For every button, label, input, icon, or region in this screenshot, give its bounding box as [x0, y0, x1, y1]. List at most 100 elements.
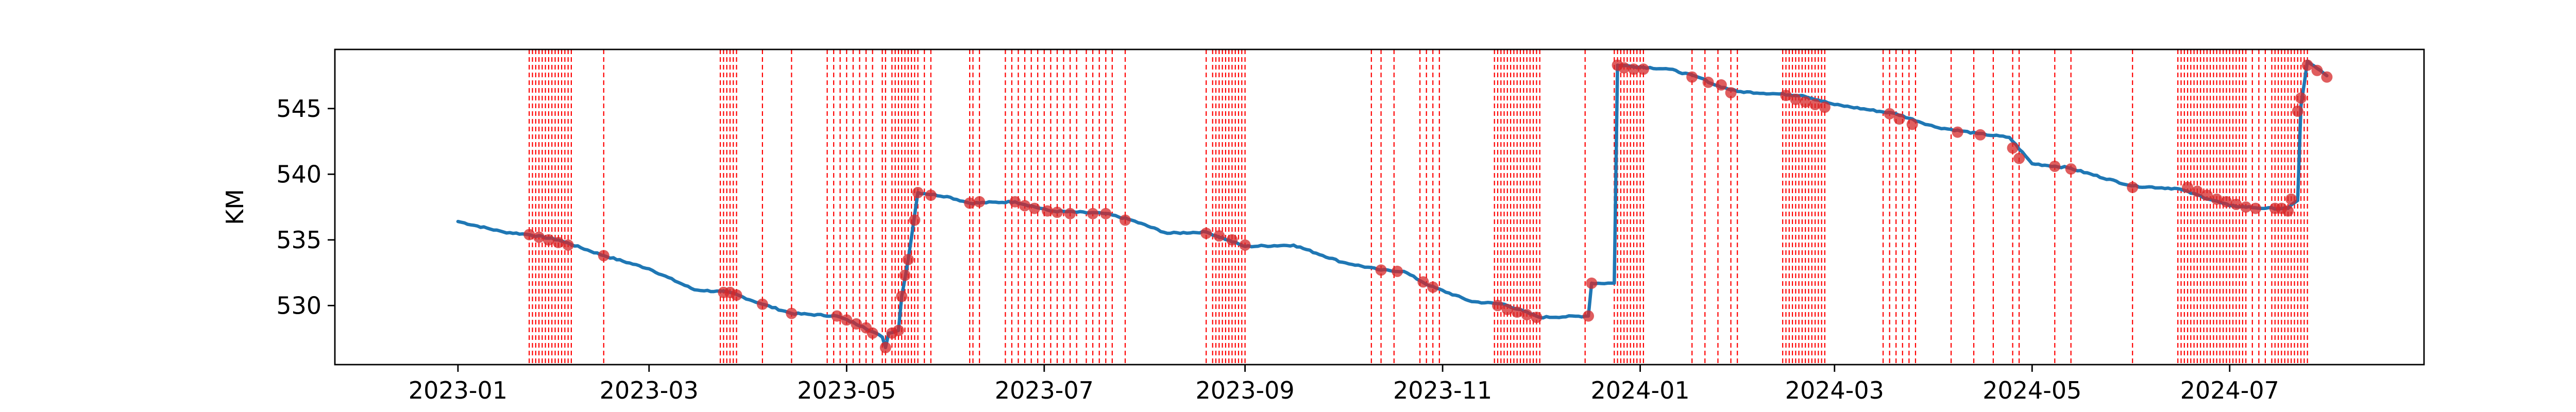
- x-tick-label: 2024-07: [2180, 376, 2279, 404]
- series-line-layer: [456, 59, 2329, 350]
- data-point-marker: [831, 310, 843, 322]
- data-point-marker: [2221, 196, 2232, 208]
- data-point-marker: [1702, 76, 1714, 88]
- data-point-marker: [562, 239, 574, 251]
- data-point-marker: [909, 214, 921, 226]
- data-point-marker: [1492, 300, 1503, 312]
- data-point-marker: [1952, 126, 1963, 138]
- y-tick-label: 535: [276, 226, 321, 254]
- data-point-marker: [523, 229, 535, 241]
- data-point-marker: [1029, 202, 1040, 214]
- x-tick-label: 2023-05: [797, 376, 896, 404]
- data-point-marker: [2292, 105, 2303, 117]
- data-point-marker: [731, 289, 742, 301]
- data-point-marker: [2191, 185, 2203, 197]
- data-point-marker: [2182, 181, 2194, 193]
- y-axis-label: KM: [221, 189, 249, 225]
- x-tick-label: 2024-01: [1590, 376, 1689, 404]
- data-point-marker: [1100, 208, 1112, 219]
- data-point-marker: [1586, 277, 1598, 289]
- data-point-marker: [2211, 193, 2223, 205]
- data-point-marker: [1974, 129, 1986, 141]
- data-point-marker: [879, 341, 891, 353]
- data-point-marker: [1790, 93, 1802, 105]
- data-point-marker: [1120, 214, 1131, 226]
- data-point-marker: [1200, 228, 1212, 239]
- data-point-marker: [1239, 239, 1251, 251]
- data-point-marker: [1809, 99, 1821, 111]
- data-point-marker: [1725, 87, 1737, 99]
- x-tick-label: 2023-09: [1195, 376, 1294, 404]
- data-point-marker: [543, 234, 554, 246]
- data-point-marker: [841, 314, 853, 326]
- plot-frame: [334, 48, 2425, 366]
- x-tick-label: 2023-01: [409, 376, 507, 404]
- data-point-marker: [1628, 63, 1639, 75]
- data-point-marker: [1531, 312, 1543, 323]
- data-point-marker: [1087, 208, 1099, 219]
- data-point-marker: [1392, 265, 1403, 277]
- data-point-marker: [1427, 281, 1439, 293]
- data-point-marker: [2230, 198, 2242, 210]
- data-point-marker: [1637, 63, 1649, 75]
- data-point-marker: [964, 197, 976, 209]
- x-axis: 2023-01 2023-03 2023-05 2023-07 2023-09 2023-…: [409, 365, 2279, 404]
- x-tick-label: 2024-03: [1785, 376, 1884, 404]
- data-point-marker: [1780, 90, 1792, 101]
- data-point-marker: [2127, 181, 2139, 193]
- data-point-marker: [1583, 310, 1594, 322]
- x-tick-label: 2023-03: [600, 376, 699, 404]
- y-tick-label: 530: [276, 291, 321, 319]
- data-point-marker: [1800, 96, 1811, 108]
- data-point-marker: [851, 318, 862, 330]
- data-point-marker: [1213, 230, 1225, 242]
- y-tick-label: 545: [276, 95, 321, 123]
- data-point-marker: [902, 254, 914, 265]
- data-point-marker: [2321, 71, 2333, 83]
- series-markers: [523, 59, 2333, 353]
- y-tick-label: 540: [276, 160, 321, 188]
- data-point-marker: [1226, 234, 1238, 246]
- x-tick-label: 2023-07: [995, 376, 1094, 404]
- data-point-marker: [2065, 163, 2077, 175]
- data-point-marker: [1521, 309, 1533, 321]
- event-lines: [529, 49, 2308, 365]
- data-point-marker: [1511, 306, 1523, 318]
- data-point-marker: [1686, 71, 1698, 83]
- x-tick-label: 2024-05: [1982, 376, 2081, 404]
- y-axis: 530 535 540 545: [276, 95, 335, 319]
- data-point-marker: [1906, 118, 1918, 130]
- data-point-marker: [1618, 62, 1630, 74]
- data-point-marker: [896, 290, 908, 302]
- data-point-marker: [2282, 205, 2294, 217]
- data-point-marker: [533, 231, 545, 243]
- data-point-marker: [2250, 202, 2262, 214]
- data-point-marker: [2049, 160, 2061, 172]
- data-point-marker: [1417, 276, 1429, 288]
- data-point-marker: [912, 186, 924, 198]
- data-point-marker: [2295, 92, 2307, 104]
- data-point-marker: [1064, 208, 1076, 219]
- data-point-marker: [1009, 196, 1021, 208]
- data-point-marker: [2201, 190, 2213, 201]
- data-point-marker: [1884, 108, 1895, 119]
- data-point-marker: [1019, 200, 1031, 212]
- data-point-marker: [1375, 264, 1387, 276]
- data-point-marker: [786, 307, 798, 319]
- data-point-marker: [2301, 59, 2313, 71]
- data-point-marker: [2311, 64, 2323, 76]
- data-point-marker: [892, 324, 904, 336]
- data-point-marker: [1819, 101, 1831, 113]
- data-point-marker: [867, 327, 878, 339]
- data-point-marker: [2013, 152, 2025, 164]
- data-point-marker: [2240, 201, 2252, 213]
- data-point-marker: [1052, 207, 1063, 218]
- data-point-marker: [1893, 113, 1905, 125]
- data-point-marker: [552, 236, 564, 248]
- data-point-marker: [756, 298, 768, 310]
- data-point-marker: [2285, 193, 2297, 205]
- series-line-0: [456, 59, 2329, 350]
- data-point-marker: [1715, 79, 1727, 91]
